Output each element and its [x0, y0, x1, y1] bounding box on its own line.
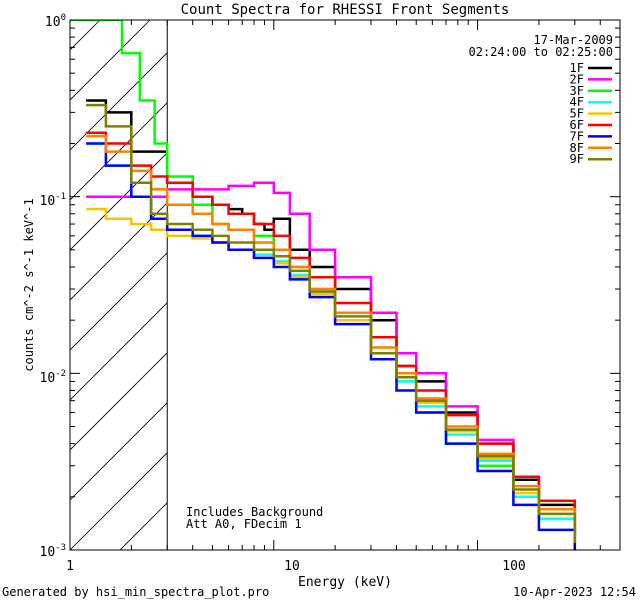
axis-ticks	[69, 19, 621, 551]
generated-by-footer: Generated by hsi_min_spectra_plot.pro	[2, 585, 269, 599]
legend-label-2F: 2F	[570, 72, 584, 86]
hatch-line	[70, 202, 168, 301]
hatch-line	[420, 20, 640, 550]
series-line-7F	[86, 142, 577, 550]
x-tick-label-100: 100	[502, 559, 525, 574]
legend-label-6F: 6F	[570, 118, 584, 132]
hatch-line	[70, 452, 168, 550]
legend-label-7F: 7F	[570, 129, 584, 143]
date-label: 17-Mar-2009	[534, 33, 613, 47]
legend-label-4F: 4F	[570, 95, 584, 109]
y-tick-label-0.1: 10-1	[40, 192, 67, 209]
hatch-line	[70, 352, 168, 451]
hatch-line	[119, 502, 168, 550]
hatch-line	[70, 302, 168, 401]
x-axis-label: Energy (keV)	[298, 575, 392, 590]
hatch-line	[70, 402, 168, 501]
y-tick-label-0.001: 10-3	[40, 543, 67, 560]
legend-label-5F: 5F	[570, 107, 584, 121]
annotation-attenuator-state: Att A0, FDecim 1	[186, 517, 302, 531]
plot-frame	[69, 19, 621, 551]
annotation-includes-background: Includes Background	[186, 505, 323, 519]
series-line-9F	[86, 103, 577, 543]
legend-label-1F: 1F	[570, 61, 584, 75]
legend-label-3F: 3F	[570, 84, 584, 98]
time-range-label: 02:24:00 to 02:25:00	[469, 45, 614, 59]
series-line-5F	[86, 207, 577, 543]
series-line-2F	[86, 181, 577, 536]
hatch-line	[70, 102, 168, 201]
chart-title: Count Spectra for RHESSI Front Segments	[181, 2, 510, 18]
y-axis-label: counts cm^-2 s^-1 keV^-1	[22, 198, 36, 371]
x-tick-label-1: 1	[66, 559, 74, 574]
y-tick-label-0.01: 10-2	[40, 369, 67, 386]
hatch-line	[70, 52, 168, 151]
x-tick-label-10: 10	[284, 559, 300, 574]
legend-label-8F: 8F	[570, 141, 584, 155]
hatch-line	[270, 20, 640, 550]
attenuator-hatch-region	[70, 20, 640, 550]
hatch-line	[620, 20, 640, 550]
hatch-line	[70, 252, 168, 351]
series-line-4F	[86, 142, 577, 550]
timestamp-footer: 10-Apr-2023 12:54	[513, 585, 636, 599]
legend-label-9F: 9F	[570, 152, 584, 166]
y-tick-label-1: 100	[45, 13, 66, 30]
